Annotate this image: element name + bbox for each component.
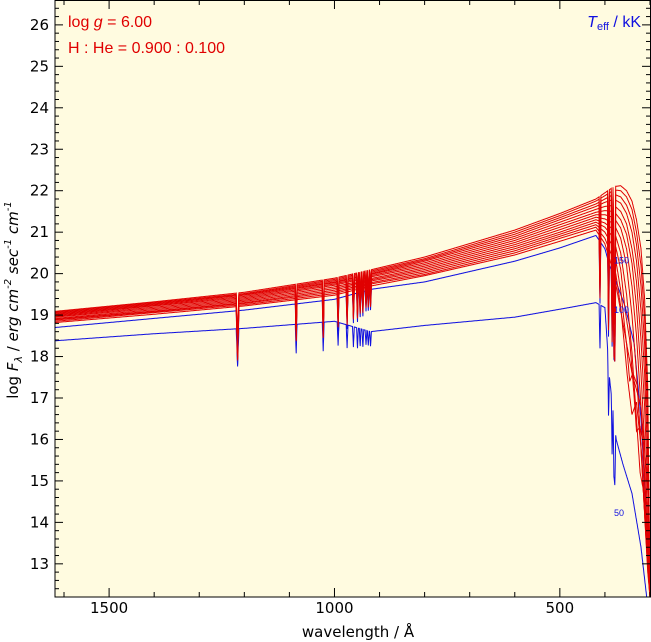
temperature-label: 50: [614, 508, 624, 518]
y-label-part: -2: [3, 279, 14, 289]
ticks-layer: 13 14 15 16 17 18 19 20 21 22 23 24 25 26 1500 1000 500: [30, 0, 651, 617]
temperature-label: 150: [614, 255, 629, 265]
composition-annotation: H : He = 0.900 : 0.100: [68, 40, 225, 57]
y-tick-label: 26: [30, 16, 49, 34]
temperature-label: 100: [614, 305, 629, 315]
y-tick-label: 14: [30, 513, 49, 531]
y-tick-label: 17: [30, 389, 49, 407]
x-tick-label: 1000: [315, 599, 353, 617]
x-tick-label: 500: [546, 599, 575, 617]
logg-prefix: log: [68, 14, 94, 31]
y-label-part: λ: [12, 356, 25, 364]
y-label-part: -1: [3, 239, 14, 249]
y-tick-label: 16: [30, 430, 49, 448]
y-tick-label: 19: [30, 306, 49, 324]
y-label-part: sec: [4, 248, 22, 279]
y-axis-label: log Fλ / erg cm-2 sec-1 cm-1: [3, 201, 25, 399]
teff-unit: / kK: [609, 14, 641, 31]
y-tick-label: 15: [30, 472, 49, 490]
x-tick-label: 1500: [90, 599, 128, 617]
series-layer: [55, 185, 651, 597]
y-label-part: F: [4, 362, 22, 371]
series-line-50: [55, 301, 648, 597]
logg-symbol: g: [94, 14, 103, 31]
y-tick-label: 23: [30, 140, 49, 158]
temperature-labels: 150 100 50: [614, 255, 629, 518]
logg-value: = 6.00: [103, 14, 152, 31]
y-tick-label: 22: [30, 182, 49, 200]
teff-symbol: T: [587, 14, 598, 31]
y-tick-label: 20: [30, 265, 49, 283]
y-tick-label: 13: [30, 555, 49, 573]
y-tick-label: 24: [30, 99, 49, 117]
y-label-part: /: [4, 341, 22, 356]
teff-annotation: Teff / kK: [587, 14, 641, 33]
y-label-part: cm: [4, 211, 22, 239]
logg-annotation: log g = 6.00: [68, 14, 152, 31]
y-tick-label: 25: [30, 57, 49, 75]
x-axis-label: wavelength / Å: [302, 622, 415, 641]
teff-subscript: eff: [597, 21, 610, 33]
y-tick-label: 21: [30, 223, 49, 241]
y-tick-label: 18: [30, 348, 49, 366]
y-label-part: erg cm: [4, 289, 22, 342]
series-line-r13: [55, 185, 651, 597]
y-label-part: -1: [3, 201, 14, 211]
y-label-part: log: [4, 371, 22, 399]
